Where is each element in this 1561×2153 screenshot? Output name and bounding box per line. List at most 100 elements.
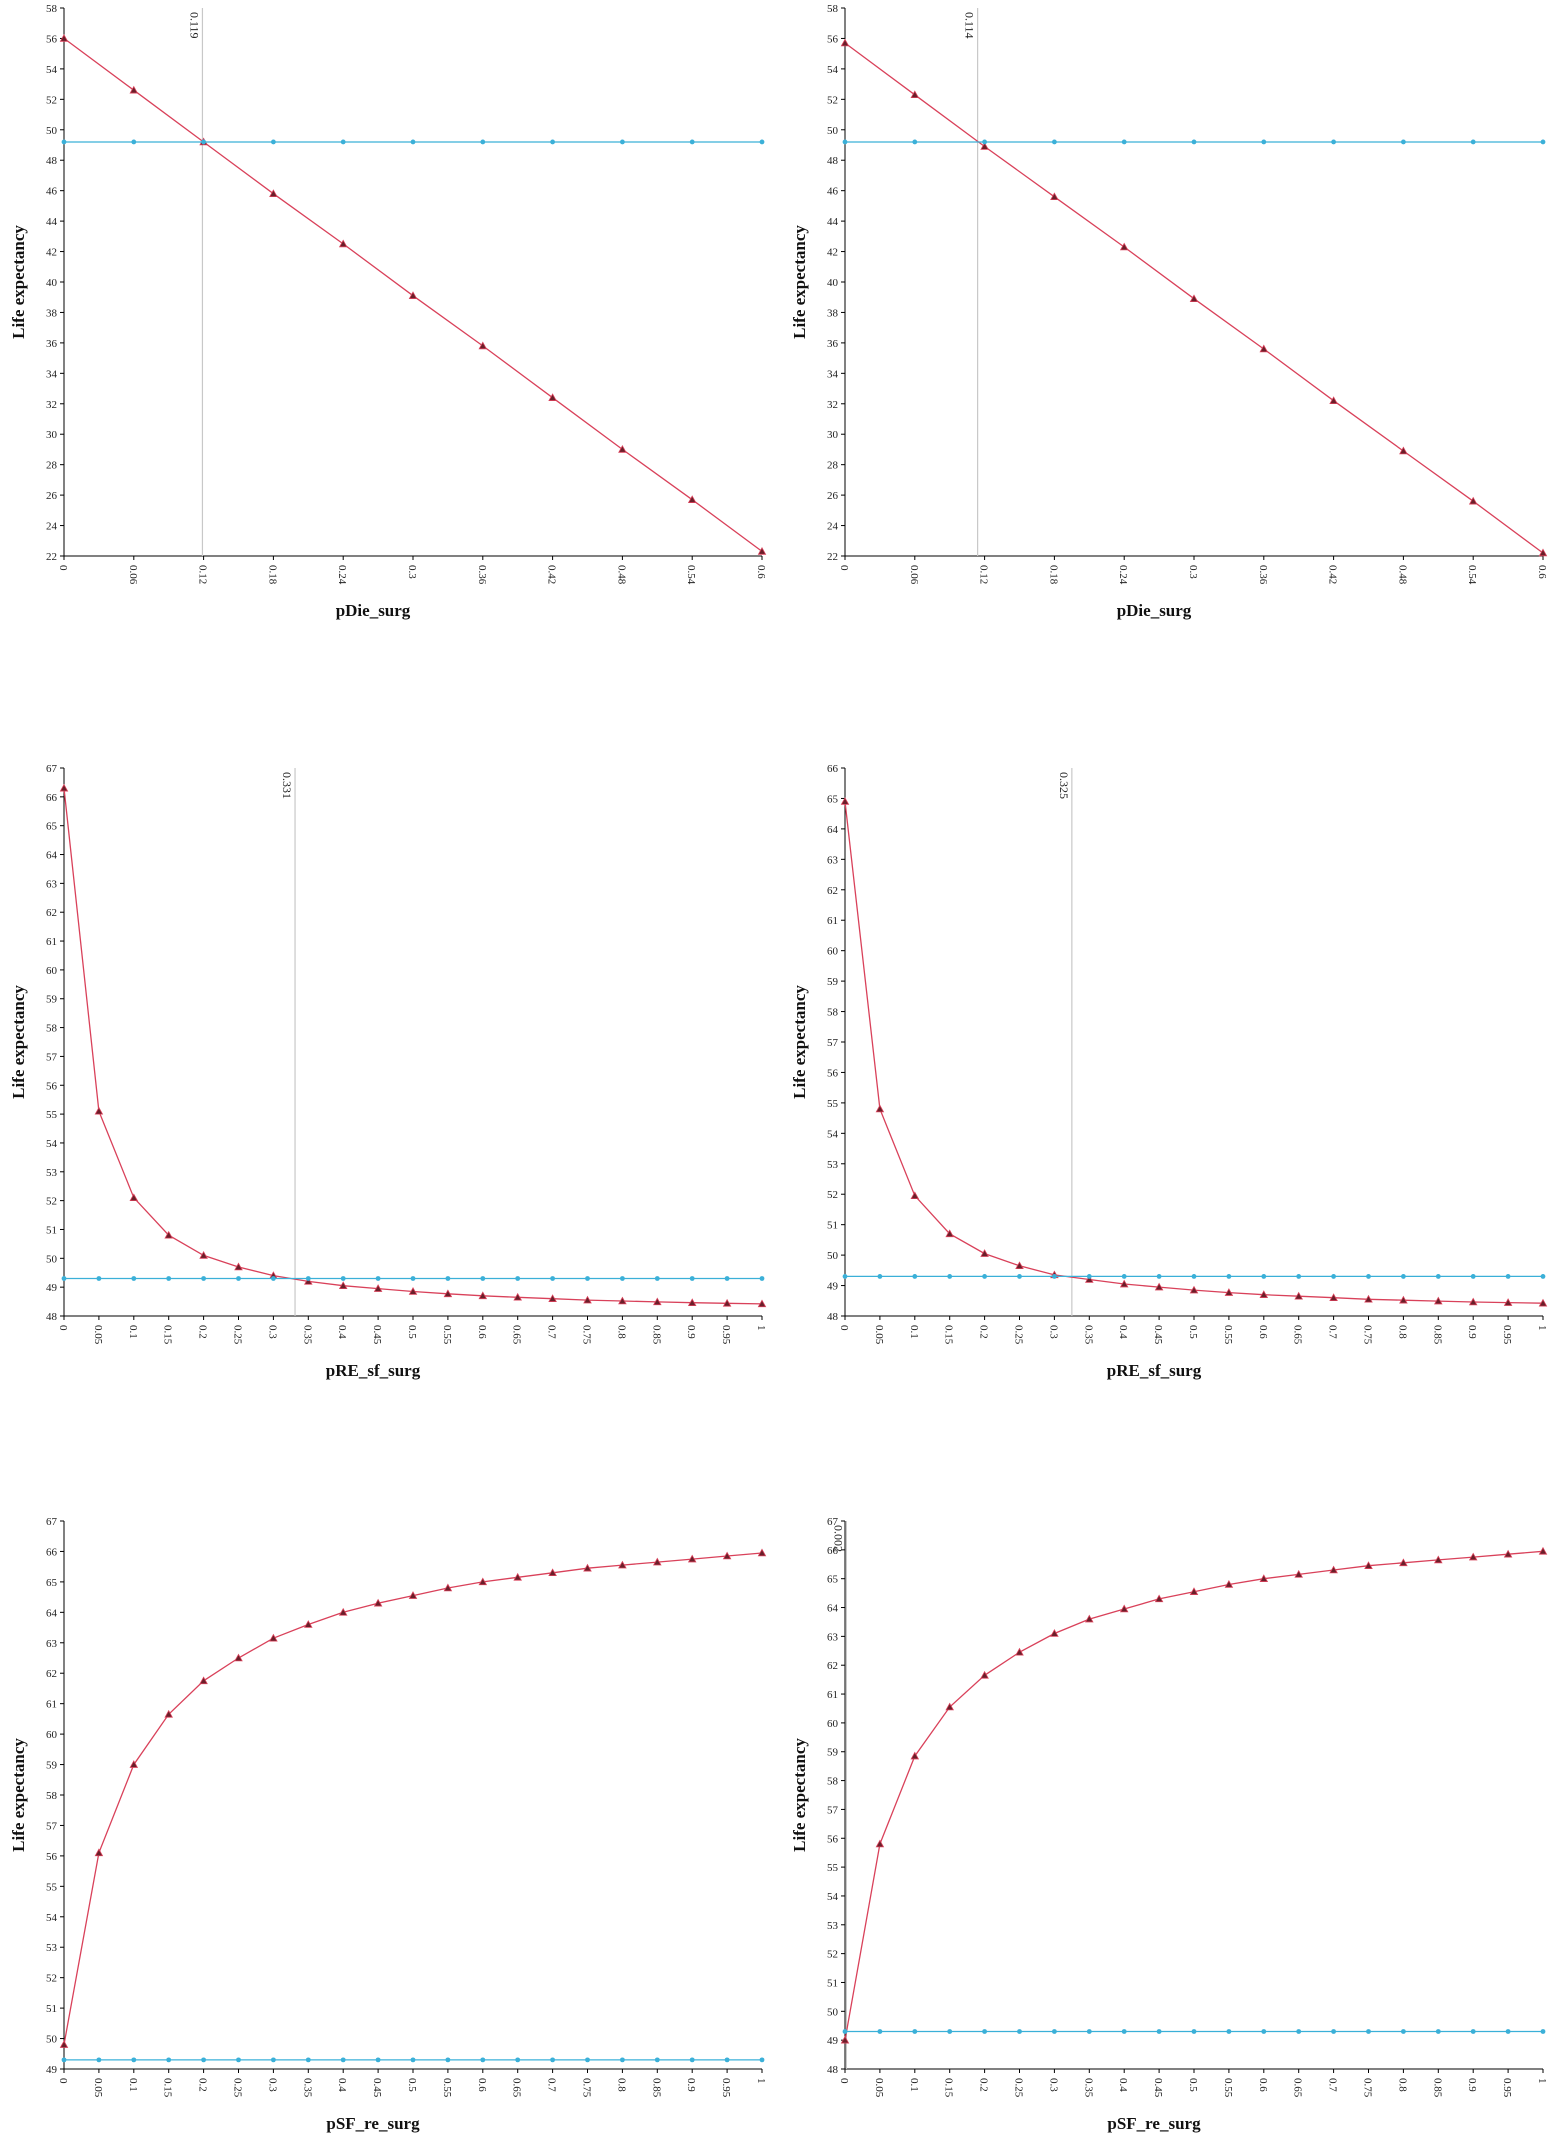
x-tick-label: 0.45 [371, 2078, 383, 2098]
data-point-baseline [340, 2057, 346, 2063]
x-tick-label: 0.15 [943, 2078, 955, 2098]
y-tick-label: 54 [46, 1138, 58, 1150]
x-tick-label: 0.06 [908, 565, 920, 585]
x-tick-label: 0.2 [978, 2078, 990, 2092]
x-tick-label: 0.24 [336, 565, 348, 585]
data-point-baseline [585, 2057, 590, 2063]
y-tick-label: 66 [46, 792, 58, 804]
x-tick-label: 1 [1536, 2078, 1548, 2084]
data-point-baseline [410, 2057, 416, 2063]
x-tick-label: 0.18 [1047, 565, 1059, 585]
y-tick-label: 49 [827, 2035, 839, 2047]
threshold-label: 0.119 [187, 12, 201, 39]
data-point-baseline [1052, 139, 1057, 145]
chart-panel-5: 49 50 51 52 53 54 55 56 57 58 59 60 61 62 63 64 65 66 67 0 0… [0, 1513, 780, 2153]
y-tick-label: 40 [827, 277, 839, 289]
y-tick-label: 58 [827, 1776, 839, 1788]
data-point-treatment [94, 1106, 104, 1115]
y-tick-label: 63 [46, 1638, 58, 1650]
data-point-baseline [271, 1276, 276, 1281]
x-tick-label: 0.8 [1396, 2078, 1408, 2092]
y-tick-label: 34 [46, 368, 58, 380]
x-tick-label: 0.6 [476, 2078, 488, 2092]
y-tick-label: 32 [827, 399, 838, 411]
y-tick-label: 62 [46, 907, 57, 919]
data-point-baseline [1191, 1274, 1197, 1279]
y-tick-label: 61 [827, 915, 838, 927]
y-tick-label: 30 [827, 429, 839, 441]
y-tick-label: 50 [46, 1253, 58, 1265]
y-tick-label: 34 [827, 368, 839, 380]
y-tick-label: 56 [827, 1067, 839, 1079]
y-tick-label: 61 [827, 1689, 838, 1701]
data-point-baseline [61, 139, 67, 145]
data-point-baseline [1052, 2029, 1057, 2034]
data-point-treatment [129, 1760, 139, 1768]
data-point-treatment [338, 1607, 348, 1616]
x-tick-label: 0.3 [1047, 1325, 1059, 1339]
data-point-treatment [1434, 1555, 1443, 1564]
y-tick-label: 22 [46, 551, 57, 563]
data-point-treatment [548, 393, 557, 401]
x-tick-label: 0.55 [1222, 2078, 1234, 2098]
y-tick-label: 49 [827, 1281, 839, 1293]
x-tick-label: 0.25 [1013, 1325, 1025, 1345]
data-point-treatment [59, 34, 69, 42]
y-tick-label: 59 [827, 1747, 839, 1759]
y-tick-label: 50 [827, 1250, 839, 1262]
data-point-baseline [620, 2057, 625, 2063]
data-point-baseline [1121, 1274, 1127, 1279]
x-tick-label: 0.9 [685, 2078, 697, 2092]
data-point-baseline [271, 139, 276, 145]
data-point-baseline [410, 139, 416, 145]
data-point-treatment [478, 1577, 488, 1586]
data-point-baseline [340, 139, 346, 145]
data-point-treatment [1189, 1285, 1199, 1294]
data-point-treatment [840, 797, 850, 805]
y-tick-label: 50 [827, 125, 839, 137]
y-tick-label: 60 [827, 946, 839, 958]
y-tick-label: 50 [46, 125, 58, 137]
data-point-treatment [1434, 1296, 1443, 1305]
y-tick-label: 52 [46, 1196, 57, 1208]
x-tick-label: 1 [755, 2078, 767, 2084]
data-point-treatment [687, 495, 697, 503]
data-point-baseline [759, 2057, 765, 2063]
data-point-baseline [982, 139, 987, 145]
data-point-baseline [1331, 2029, 1336, 2034]
x-tick-label: 0.65 [511, 2078, 523, 2098]
data-point-baseline [1226, 2029, 1232, 2034]
data-point-baseline [1435, 2029, 1441, 2034]
y-tick-label: 61 [46, 936, 57, 948]
data-point-treatment [1399, 1295, 1408, 1304]
data-point-baseline [61, 2057, 67, 2063]
data-point-treatment [1119, 1604, 1129, 1613]
data-point-baseline [912, 1274, 918, 1279]
x-tick-label: 0 [838, 2078, 850, 2084]
x-tick-label: 0.75 [1362, 1325, 1374, 1345]
y-tick-label: 36 [827, 338, 839, 350]
data-point-baseline [375, 2057, 381, 2063]
data-point-treatment [1399, 446, 1408, 455]
x-tick-label: 0.85 [650, 1325, 662, 1345]
y-tick-label: 53 [46, 1942, 58, 1954]
data-point-treatment [1399, 1558, 1408, 1567]
data-point-treatment [304, 1620, 313, 1628]
data-point-baseline [1121, 2029, 1127, 2034]
data-point-treatment [234, 1262, 243, 1271]
data-point-treatment [840, 38, 850, 47]
data-point-baseline [1401, 1274, 1406, 1279]
y-tick-label: 65 [46, 1577, 58, 1589]
data-point-baseline [689, 1276, 695, 1281]
data-point-baseline [201, 139, 207, 145]
y-tick-label: 48 [46, 155, 58, 167]
x-tick-label: 0.7 [546, 2078, 558, 2092]
y-tick-label: 49 [46, 2064, 58, 2076]
data-point-baseline [1052, 1274, 1057, 1279]
data-point-treatment [875, 1104, 885, 1113]
y-tick-label: 65 [827, 1574, 839, 1586]
data-point-treatment [59, 2040, 69, 2048]
y-tick-label: 55 [827, 1098, 839, 1110]
data-point-treatment [1538, 548, 1548, 557]
x-tick-label: 0.4 [336, 2078, 348, 2092]
